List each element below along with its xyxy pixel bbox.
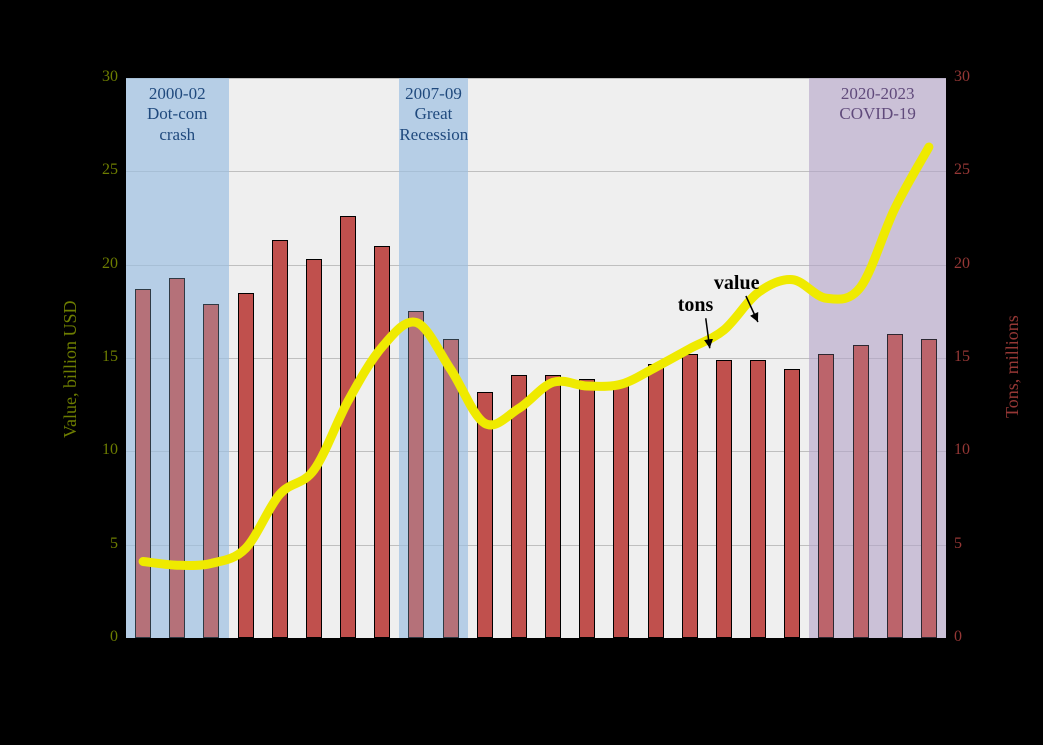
x-tick-label: 2000 — [113, 648, 173, 666]
x-tick — [143, 638, 144, 645]
bar-tons — [648, 364, 664, 638]
series-label-value: value — [714, 272, 760, 295]
y-left-tick-label: 20 — [78, 255, 118, 273]
x-tick-label: 2020 — [796, 648, 856, 666]
x-tick-label: 2008 — [386, 648, 446, 666]
y-left-tick-label: 0 — [78, 628, 118, 646]
x-tick-label: 2012 — [523, 648, 583, 666]
y-left-title: Value, billion USD — [60, 301, 81, 439]
y-right-tick-label: 30 — [954, 68, 994, 86]
bar-tons — [682, 354, 698, 638]
x-tick — [279, 638, 280, 645]
y-right-tick-label: 15 — [954, 348, 994, 366]
x-tick — [689, 638, 690, 645]
bar-tons — [306, 259, 322, 638]
bar-tons — [374, 246, 390, 638]
x-tick-label: 2016 — [660, 648, 720, 666]
recession-label: 2020-2023 COVID-19 — [809, 84, 946, 125]
y-left-tick-label: 15 — [78, 348, 118, 366]
y-left-tick-label: 5 — [78, 535, 118, 553]
x-tick — [553, 638, 554, 645]
bar-tons — [716, 360, 732, 638]
y-right-tick-label: 25 — [954, 161, 994, 179]
bar-tons — [511, 375, 527, 638]
bar-tons — [340, 216, 356, 638]
recession-band-overlay — [399, 78, 467, 638]
y-right-title: Tons, millions — [1002, 315, 1023, 418]
chart-title: US metal scrap export since 2000 — [126, 34, 946, 60]
x-tick — [826, 638, 827, 645]
x-axis-title: Source: US Census Bureau, International … — [126, 678, 946, 696]
bar-tons — [613, 384, 629, 638]
bar-tons — [784, 369, 800, 638]
y-left-tick-label: 10 — [78, 441, 118, 459]
bar-tons — [750, 360, 766, 638]
y-right-tick-label: 20 — [954, 255, 994, 273]
x-tick — [416, 638, 417, 645]
y-right-tick-label: 0 — [954, 628, 994, 646]
bar-tons — [272, 240, 288, 638]
recession-band-overlay — [809, 78, 946, 638]
bar-tons — [238, 293, 254, 638]
y-right-tick-label: 5 — [954, 535, 994, 553]
series-label-tons: tons — [678, 294, 714, 317]
bar-tons — [545, 375, 561, 638]
x-tick-label: 2004 — [250, 648, 310, 666]
y-left-tick-label: 25 — [78, 161, 118, 179]
plot-area: 2000-02 Dot-com crash 2007-09 Great Reces… — [126, 78, 946, 638]
y-left-tick-label: 30 — [78, 68, 118, 86]
bar-tons — [579, 379, 595, 638]
recession-label: 2007-09 Great Recession — [399, 84, 467, 145]
recession-label: 2000-02 Dot-com crash — [126, 84, 229, 145]
x-axis — [126, 638, 946, 640]
y-right-tick-label: 10 — [954, 441, 994, 459]
bar-tons — [477, 392, 493, 638]
recession-band-overlay — [126, 78, 229, 638]
